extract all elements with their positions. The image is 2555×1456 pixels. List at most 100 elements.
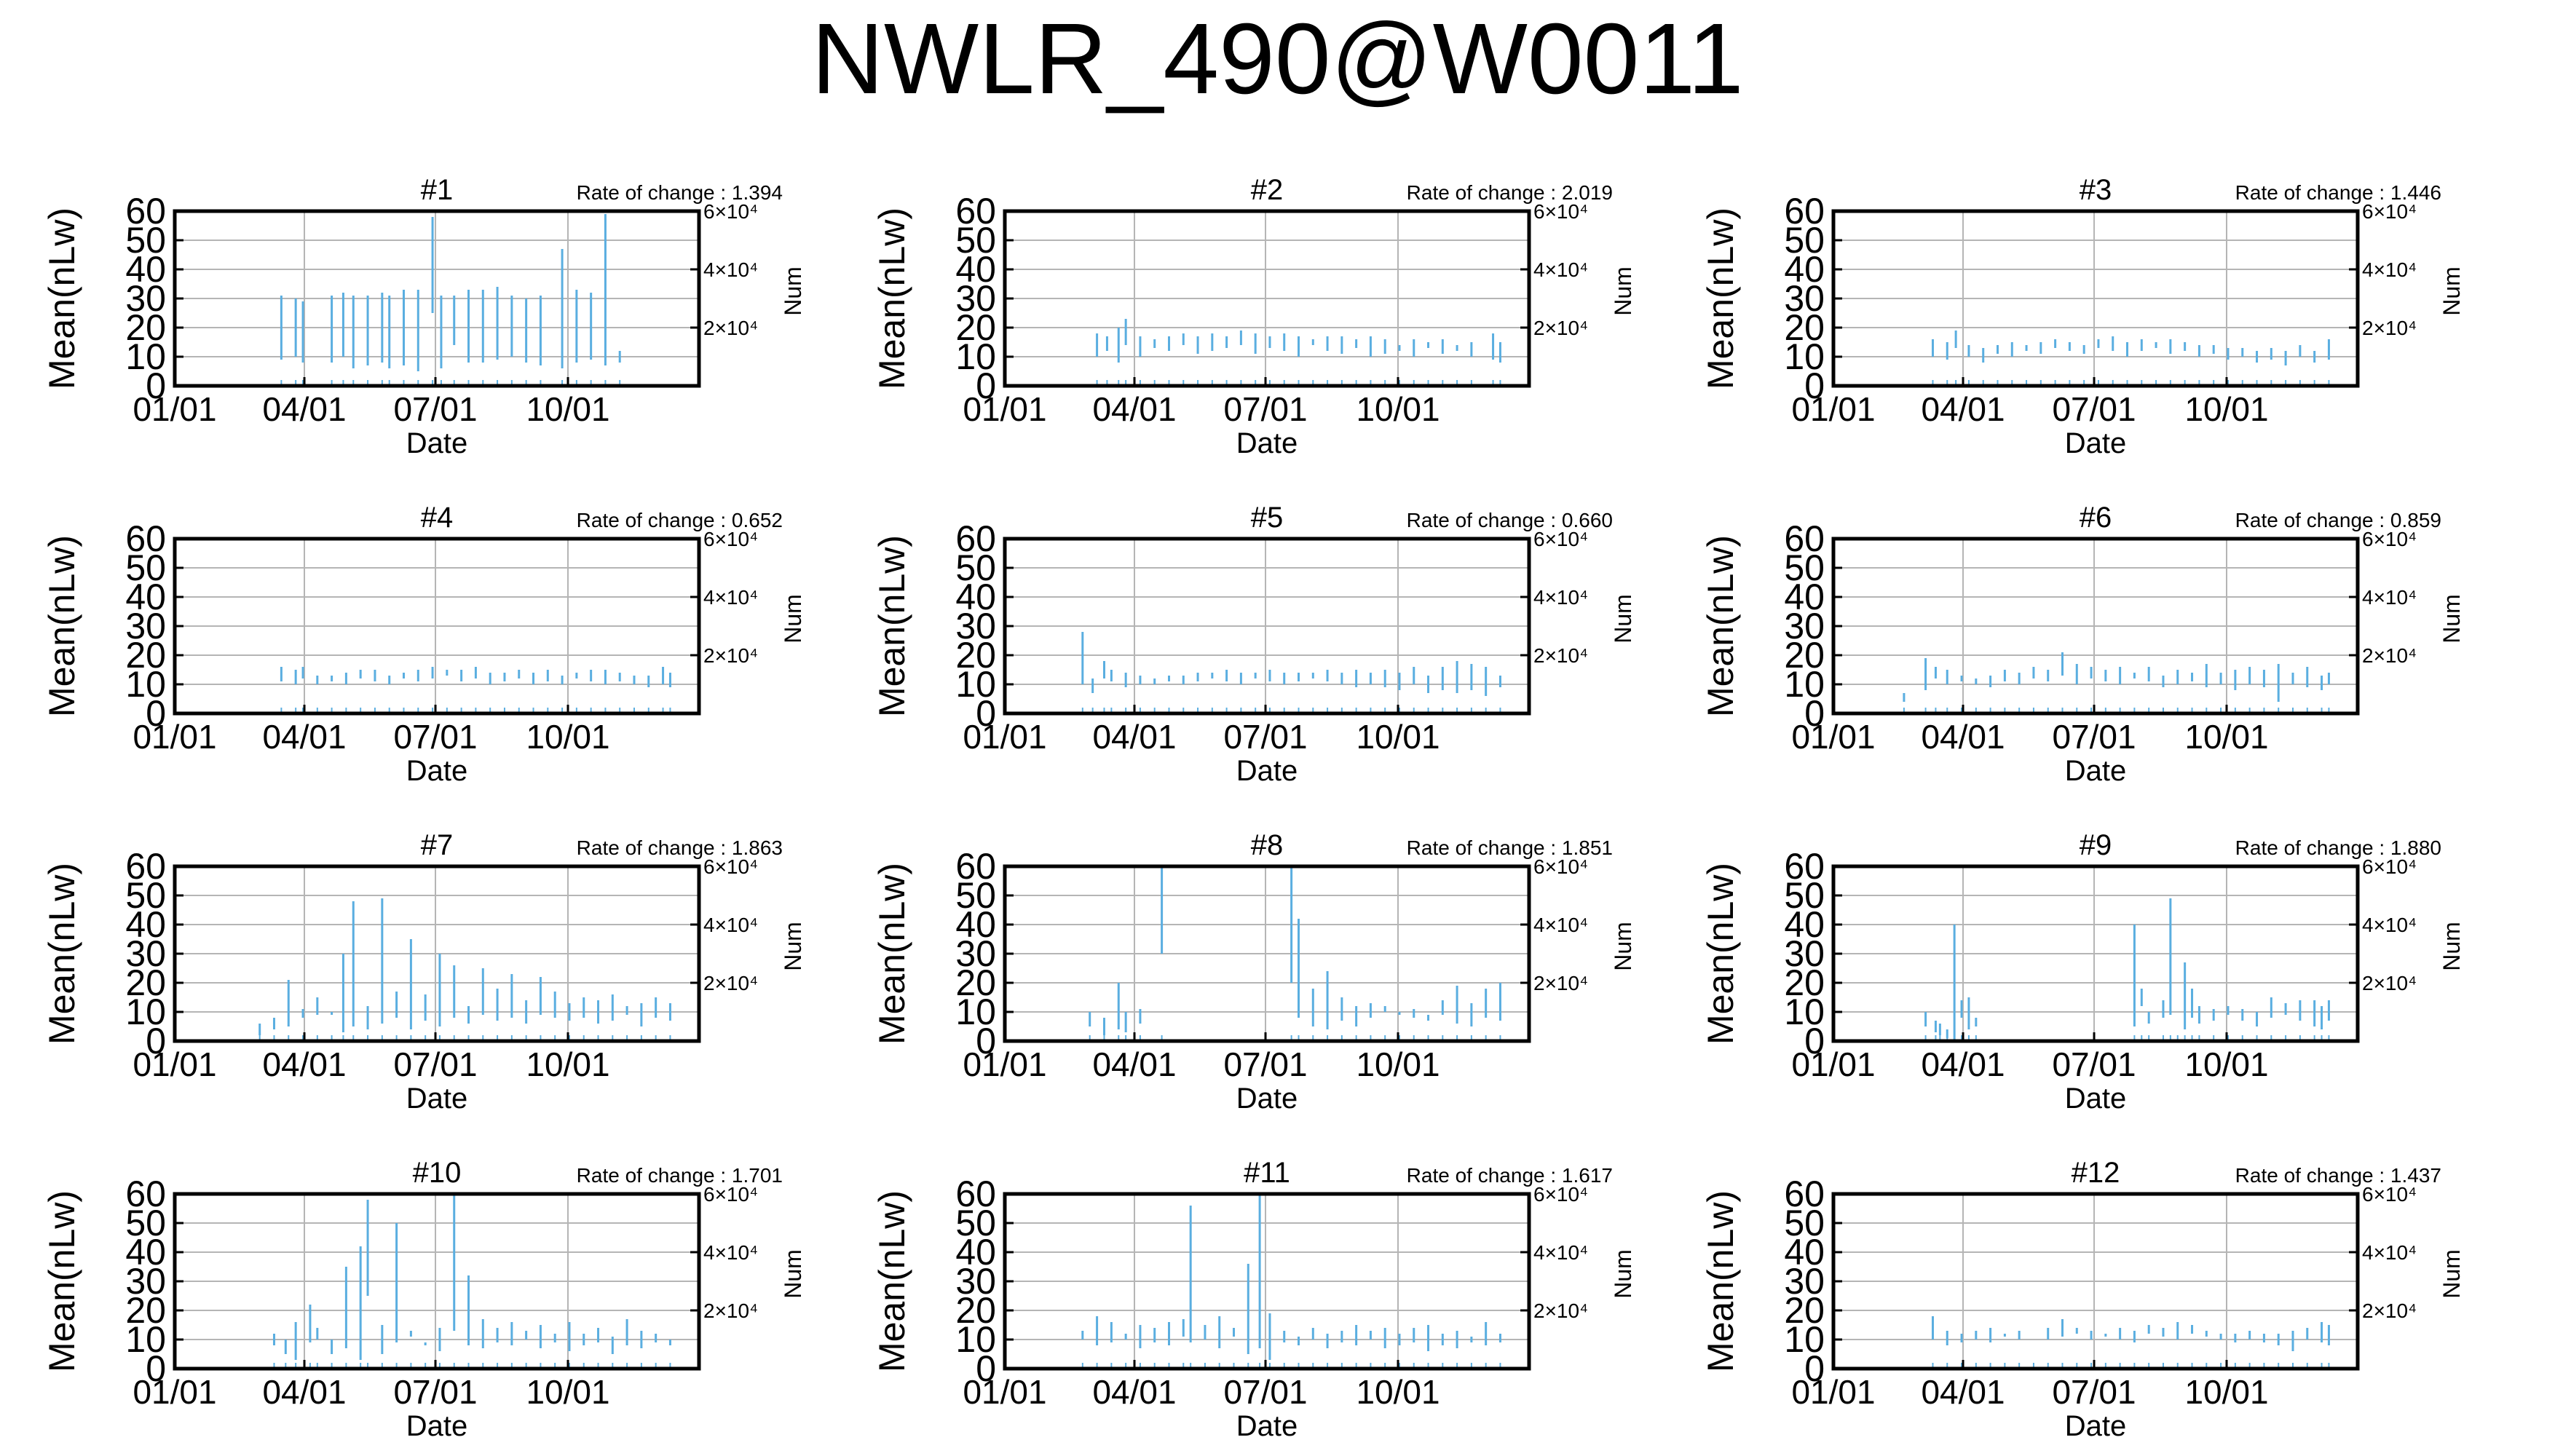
series-bars	[1931, 1316, 2330, 1367]
y2-axis-label: Num	[2438, 922, 2465, 971]
x-tick-label: 10/01	[526, 718, 609, 756]
x-tick-label: 04/01	[1921, 1373, 2005, 1411]
y-tick-label: 10	[125, 664, 166, 705]
y2-tick-label: 4×10⁴	[1533, 914, 1588, 936]
y-tick-label: 60	[125, 518, 166, 559]
y2-tick-label: 2×10⁴	[2362, 317, 2417, 339]
y-tick-label: 0	[1804, 1348, 1825, 1389]
x-tick-label: 01/01	[963, 390, 1046, 428]
series-bars	[280, 214, 621, 384]
y-tick-label: 0	[1804, 1021, 1825, 1061]
panel-title: #8	[1251, 829, 1284, 861]
y-tick-label: 10	[1784, 664, 1825, 705]
x-tick-label: 01/01	[133, 1373, 216, 1411]
y2-axis-label: Num	[1610, 594, 1636, 644]
rate-of-change: Rate of change : 0.660	[1407, 509, 1613, 531]
y-tick-label: 0	[146, 365, 166, 406]
y-tick-label: 30	[955, 1261, 996, 1302]
y2-tick-label: 4×10⁴	[2362, 586, 2417, 609]
x-tick-label: 04/01	[1092, 718, 1176, 756]
y-tick-label: 20	[125, 307, 166, 348]
y2-tick-label: 4×10⁴	[703, 1241, 758, 1264]
y-tick-label: 40	[125, 249, 166, 290]
x-tick-label: 04/01	[1921, 1045, 2005, 1083]
x-tick-label: 07/01	[1223, 390, 1307, 428]
x-tick-label: 04/01	[262, 1045, 346, 1083]
x-tick-label: 10/01	[2184, 390, 2268, 428]
y-axis-label: Mean(nLw)	[42, 1190, 82, 1372]
y-axis-label: Mean(nLw)	[1700, 535, 1741, 717]
panel-title: #1	[421, 174, 454, 206]
y-tick-label: 60	[955, 191, 996, 232]
y-tick-label: 50	[955, 220, 996, 261]
y2-tick-label: 6×10⁴	[2362, 200, 2417, 223]
y2-tick-label: 4×10⁴	[2362, 258, 2417, 281]
series-bars	[1081, 632, 1501, 712]
y-tick-label: 40	[955, 904, 996, 945]
panel-title: #11	[1244, 1157, 1290, 1189]
x-axis-label: Date	[2065, 1083, 2127, 1115]
y2-axis-label: Num	[2438, 266, 2465, 316]
x-tick-label: 07/01	[1223, 1045, 1307, 1083]
y-tick-label: 0	[976, 365, 996, 406]
x-tick-label: 10/01	[1356, 1373, 1440, 1411]
y2-axis-label: Num	[1610, 1249, 1636, 1299]
rate-of-change: Rate of change : 1.701	[577, 1164, 783, 1187]
y2-tick-label: 6×10⁴	[1533, 1183, 1588, 1206]
y-tick-label: 50	[1784, 220, 1825, 261]
x-tick-label: 10/01	[1356, 718, 1440, 756]
series-bars	[1081, 1194, 1501, 1367]
y-tick-label: 0	[146, 1348, 166, 1389]
y-tick-label: 50	[125, 547, 166, 588]
y-tick-label: 0	[1804, 693, 1825, 734]
y2-tick-label: 2×10⁴	[2362, 644, 2417, 667]
y2-tick-label: 6×10⁴	[2362, 855, 2417, 878]
x-axis-label: Date	[1236, 755, 1298, 787]
y2-tick-label: 6×10⁴	[1533, 855, 1588, 878]
y-tick-label: 40	[125, 904, 166, 945]
x-tick-label: 01/01	[1791, 390, 1875, 428]
y-tick-label: 20	[1784, 635, 1825, 676]
y-tick-label: 50	[125, 1203, 166, 1243]
y-tick-label: 20	[125, 1290, 166, 1331]
x-tick-label: 01/01	[1791, 1373, 1875, 1411]
y-tick-label: 60	[1784, 191, 1825, 232]
x-tick-label: 07/01	[1223, 1373, 1307, 1411]
rate-of-change: Rate of change : 1.446	[2235, 181, 2441, 204]
y-tick-label: 10	[1784, 336, 1825, 377]
y-tick-label: 10	[125, 1319, 166, 1360]
rate-of-change: Rate of change : 1.437	[2235, 1164, 2441, 1187]
y2-tick-label: 4×10⁴	[2362, 914, 2417, 936]
y-tick-label: 40	[125, 1232, 166, 1273]
x-tick-label: 07/01	[1223, 718, 1307, 756]
y-axis-label: Mean(nLw)	[42, 207, 82, 389]
rate-of-change: Rate of change : 1.880	[2235, 836, 2441, 859]
y-tick-label: 40	[1784, 249, 1825, 290]
y-tick-label: 30	[1784, 1261, 1825, 1302]
y-tick-label: 10	[955, 336, 996, 377]
y-tick-label: 40	[955, 249, 996, 290]
series-bars	[1931, 331, 2330, 384]
x-tick-label: 01/01	[133, 1045, 216, 1083]
y2-tick-label: 6×10⁴	[1533, 528, 1588, 550]
figure-title: NWLR_490@W0011	[811, 3, 1744, 115]
y-tick-label: 30	[955, 606, 996, 646]
y-tick-label: 30	[125, 1261, 166, 1302]
y2-tick-label: 4×10⁴	[703, 258, 758, 281]
y-tick-label: 20	[955, 1290, 996, 1331]
y2-tick-label: 6×10⁴	[703, 1183, 758, 1206]
rate-of-change: Rate of change : 2.019	[1407, 181, 1613, 204]
x-tick-label: 07/01	[2052, 1373, 2136, 1411]
y-tick-label: 30	[125, 606, 166, 646]
y-tick-label: 20	[955, 962, 996, 1003]
y2-tick-label: 4×10⁴	[1533, 1241, 1588, 1264]
x-tick-label: 10/01	[526, 390, 609, 428]
x-tick-label: 07/01	[393, 718, 477, 756]
x-tick-label: 04/01	[1092, 1045, 1176, 1083]
y-tick-label: 30	[125, 278, 166, 319]
y2-axis-label: Num	[1610, 266, 1636, 316]
y-tick-label: 50	[955, 875, 996, 916]
